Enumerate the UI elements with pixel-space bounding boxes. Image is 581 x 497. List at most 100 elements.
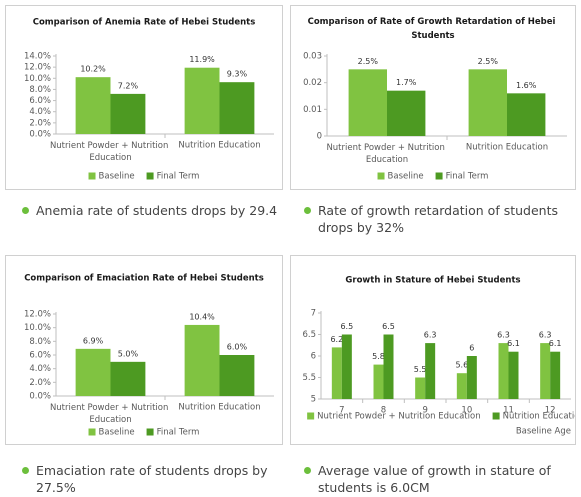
y-tick-label: 12.0% (24, 63, 51, 73)
y-tick-label: 10.0% (24, 323, 51, 333)
legend-swatch (88, 172, 96, 180)
bar (75, 348, 111, 396)
y-tick-label: 0 (317, 132, 322, 142)
caption: Average value of growth in stature of st… (304, 462, 580, 496)
bar (383, 334, 394, 399)
caption: Emaciation rate of students drops by 27.… (22, 462, 298, 496)
chart-title: Comparison of Anemia Rate of Hebei Stude… (33, 18, 256, 28)
x-tick-label: 9 (422, 406, 427, 416)
y-tick-label: 7 (311, 309, 316, 319)
data-label: 1.6% (516, 81, 537, 90)
data-label: 6.9% (83, 336, 104, 345)
data-label: 6.0% (227, 343, 248, 352)
y-tick-label: 14.0% (24, 52, 51, 62)
data-label: 5.8 (372, 352, 385, 361)
y-tick-label: 0.01 (303, 105, 322, 115)
data-label: 10.2% (80, 65, 106, 74)
data-label: 9.3% (227, 70, 248, 79)
chart: Comparison of Rate of Growth Retardation… (303, 17, 567, 182)
data-label: 6.3 (497, 331, 510, 340)
x-tick-label: Nutrient Powder + Nutrition Education (326, 143, 447, 165)
y-tick-label: 0.0% (29, 392, 51, 402)
data-label: 2.5% (358, 57, 379, 66)
data-label: 6.1 (549, 339, 562, 348)
data-label: 5.0% (118, 349, 139, 358)
chart: Growth in Stature of Hebei Students 5 5.5 6… (302, 276, 575, 437)
bar (425, 343, 436, 399)
legend-label: Final Term (446, 172, 489, 182)
data-label: 11.9% (189, 55, 215, 64)
y-tick-label: 2.0% (29, 118, 51, 128)
bar (387, 90, 426, 136)
bar (110, 93, 146, 134)
legend-label: Nutrient Powder + Nutrition Education (317, 412, 480, 422)
chart-panel: Comparison of Anemia Rate of Hebei Stude… (5, 5, 283, 190)
chart: Comparison of Emaciation Rate of Hebei S… (24, 274, 274, 438)
x-tick-label: Nutrient Powder + Nutrition Education (50, 403, 171, 425)
bar (415, 377, 426, 399)
y-tick-label: 8.0% (29, 337, 51, 347)
legend: Nutrient Powder + Nutrition Education Nut… (307, 412, 575, 422)
x-tick-label: 10 (461, 406, 472, 416)
bar (550, 351, 561, 399)
legend-swatch (377, 172, 385, 180)
y-tick-label: 12.0% (24, 310, 51, 320)
bar (373, 364, 384, 399)
bar (466, 356, 477, 399)
chart-panel: Comparison of Rate of Growth Retardation… (290, 5, 576, 190)
bar (540, 343, 551, 399)
chart: Comparison of Anemia Rate of Hebei Stude… (24, 18, 274, 182)
x-tick-label: Nutrition Education (178, 403, 260, 413)
bar (110, 361, 146, 396)
legend-swatch (146, 428, 154, 436)
x-tick-label: Nutrient Powder + Nutrition Education (50, 141, 171, 163)
bar (75, 77, 111, 134)
chart-panel: Growth in Stature of Hebei Students 5 5.5 6… (290, 255, 576, 445)
data-label: 6 (469, 344, 474, 353)
bar (508, 351, 519, 399)
legend-swatch (307, 412, 315, 420)
legend-label: Nutrition Education (503, 412, 575, 422)
y-tick-label: 0.03 (303, 52, 322, 62)
bar (341, 334, 352, 399)
data-label: 6.2 (330, 335, 343, 344)
legend-swatch (88, 428, 96, 436)
y-tick-label: 6 (311, 352, 316, 362)
legend-label: Final Term (157, 428, 200, 438)
legend: Baseline Final Term (88, 172, 200, 182)
data-label: 5.6 (455, 361, 468, 370)
x-tick-label: 11 (503, 406, 514, 416)
x-tick-label: 7 (339, 406, 344, 416)
y-tick-label: 6.0% (29, 351, 51, 361)
bar (456, 373, 467, 399)
y-tick-label: 4.0% (29, 107, 51, 117)
y-tick-label: 5 (311, 395, 316, 405)
legend: Baseline Final Term (88, 428, 200, 438)
data-label: 6.5 (382, 322, 395, 331)
caption: Anemia rate of students drops by 29.4 (22, 202, 291, 219)
data-label: 6.3 (539, 331, 552, 340)
x-tick-label: Nutrition Education (466, 143, 548, 153)
legend-label: Baseline (99, 172, 135, 182)
bar (184, 67, 220, 134)
legend: Baseline Final Term (377, 172, 489, 182)
bar (507, 93, 546, 136)
y-tick-label: 6.0% (29, 96, 51, 106)
x-axis-label: Baseline Age (516, 427, 571, 437)
bar (331, 347, 342, 399)
bar (219, 82, 255, 134)
x-tick-label: Nutrition Education (178, 141, 260, 151)
bar (498, 343, 509, 399)
y-tick-label: 4.0% (29, 364, 51, 374)
y-tick-label: 0.0% (29, 130, 51, 140)
chart-title: Growth in Stature of Hebei Students (345, 276, 520, 286)
data-label: 6.1 (507, 339, 520, 348)
y-tick-label: 6.5 (302, 330, 316, 340)
chart-title: Comparison of Emaciation Rate of Hebei S… (24, 274, 264, 284)
bar (184, 324, 220, 396)
data-label: 7.2% (118, 81, 139, 90)
y-tick-label: 0.02 (303, 78, 322, 88)
data-label: 2.5% (478, 57, 499, 66)
legend-label: Final Term (157, 172, 200, 182)
